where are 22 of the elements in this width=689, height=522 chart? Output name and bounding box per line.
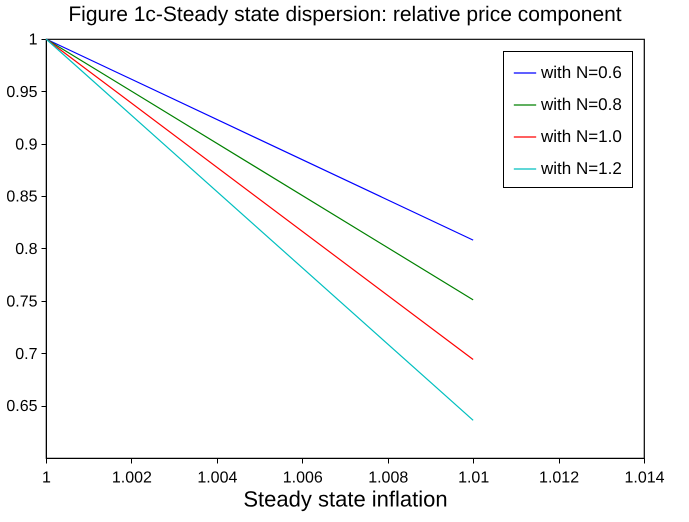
y-tick-label: 0.95: [6, 84, 38, 101]
x-tick-label: 1.012: [539, 470, 580, 486]
x-tick-label: 1.01: [458, 470, 490, 486]
y-tick-label: 0.65: [6, 398, 38, 416]
y-tick-label: 0.9: [15, 136, 38, 154]
y-tick-label: 0.75: [6, 293, 38, 310]
x-tick-label: 1: [42, 470, 52, 486]
x-tick-label: 1.006: [282, 470, 323, 486]
y-tick-label: 0.7: [15, 346, 38, 363]
y-tick-label: 1: [28, 32, 38, 48]
x-tick-label: 1.002: [112, 470, 152, 486]
x-tick-label: 1.008: [368, 470, 408, 486]
x-tick-label: 1.014: [624, 470, 665, 486]
y-tick-label: 0.8: [15, 241, 38, 258]
chart-title: Figure 1c-Steady state dispersion: relative price component: [68, 3, 622, 26]
legend-label: with N=0.6: [540, 63, 622, 82]
legend-label: with N=0.8: [540, 95, 622, 114]
x-tick-label: 1.004: [197, 470, 238, 486]
x-axis-title: Steady state inflation: [243, 486, 448, 512]
legend-label: with N=1.2: [540, 159, 622, 178]
y-tick-label: 0.85: [6, 188, 38, 206]
legend-label: with N=1.0: [540, 127, 622, 146]
